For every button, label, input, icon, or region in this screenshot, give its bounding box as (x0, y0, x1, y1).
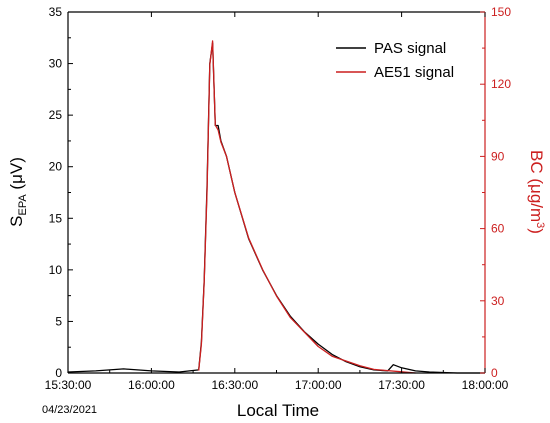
y-right-tick-label: 60 (491, 222, 505, 236)
series-layer (67, 40, 485, 374)
y-left-tick-label: 15 (49, 211, 63, 225)
y-right-tick-label: 90 (491, 149, 505, 163)
legend: PAS signal AE51 signal (336, 40, 454, 81)
x-tick-label: 16:00:00 (128, 378, 175, 392)
y-left-tick-label: 25 (49, 108, 63, 122)
y-left-tick-label: 10 (49, 263, 63, 277)
y-left-title-base: S (7, 216, 26, 227)
x-tick-label: 15:30:00 (45, 378, 92, 392)
y-left-title-unit: (μV) (7, 157, 26, 194)
y-right-tick-label: 0 (491, 366, 498, 380)
y-right-title-base: BC (μg/m (527, 150, 546, 222)
y-left-tick-label: 0 (55, 366, 62, 380)
y-right-tick-label: 120 (491, 77, 511, 91)
x-tick-label: 17:30:00 (378, 378, 425, 392)
series-line-ae51-signal (198, 40, 416, 374)
x-axis-title: Local Time (237, 401, 319, 420)
y-right-title-end: ) (527, 228, 546, 234)
y-left-tick-label: 20 (49, 160, 63, 174)
date-label: 04/23/2021 (42, 404, 97, 416)
y-left-title-sub: EPA (17, 194, 29, 216)
x-tick-label: 18:00:00 (462, 378, 509, 392)
y-right-title-sup: 3 (534, 222, 546, 228)
legend-pas-label: PAS signal (374, 40, 446, 57)
y-left-tick-label: 30 (49, 57, 63, 71)
x-tick-label: 16:30:00 (211, 378, 258, 392)
series-line-pas-signal (67, 42, 485, 374)
axes-layer: 15:30:00 16:00:00 16:30:00 17:00:00 17:30:00… (45, 5, 512, 392)
labels-layer: Local Time 04/23/2021 SEPA (μV) BC (μg/m… (7, 150, 546, 420)
y-right-tick-label: 150 (491, 5, 511, 19)
y-left-tick-label: 35 (49, 5, 63, 19)
y-left-axis-title: SEPA (μV) (7, 157, 29, 227)
y-left-tick-label: 5 (55, 314, 62, 328)
legend-ae51-label: AE51 signal (374, 64, 454, 81)
y-right-axis-title: BC (μg/m3) (527, 150, 546, 234)
x-tick-label: 17:00:00 (295, 378, 342, 392)
y-right-tick-label: 30 (491, 294, 505, 308)
